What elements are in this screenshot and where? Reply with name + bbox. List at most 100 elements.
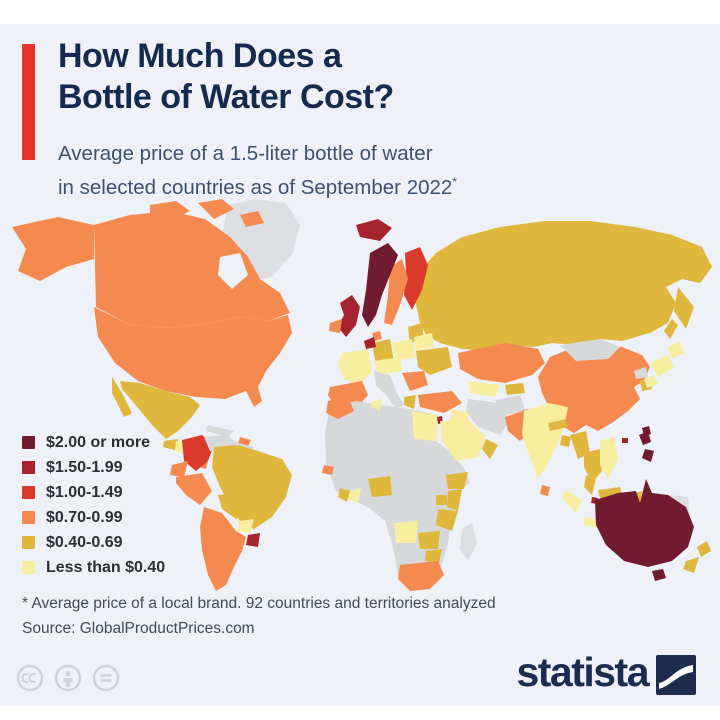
footnotes: * Average price of a local brand. 92 cou… — [22, 591, 496, 641]
map-region-russia — [414, 221, 712, 351]
title-line-1: How Much Does a — [58, 37, 342, 75]
page-title: How Much Does a Bottle of Water Cost? — [58, 36, 394, 118]
map-region-alaska — [12, 217, 94, 281]
license-icons — [16, 664, 120, 692]
map-region-belarus — [414, 333, 434, 351]
map-region-zambia — [418, 531, 440, 549]
map-region-sri-lanka — [540, 485, 550, 496]
map-region-north-korea — [634, 367, 648, 379]
map-region-finland — [404, 247, 428, 310]
map-region-saudi-arabia — [440, 419, 486, 461]
map-region-tanzania — [436, 509, 458, 531]
map-region-thailand — [584, 449, 602, 483]
map-region-france — [338, 349, 372, 385]
map-region-united-kingdom — [338, 295, 360, 337]
map-region-central-europe — [374, 357, 402, 375]
map-region-ethiopia — [446, 472, 468, 489]
legend-swatch — [22, 486, 35, 499]
map-region-japan — [644, 341, 684, 388]
legend-item: Less than $0.40 — [22, 555, 165, 580]
footnote-marker: * — [452, 175, 457, 189]
map-region-romania-balkans — [402, 371, 428, 391]
map-region-new-zealand — [683, 541, 711, 573]
map-region-sumatra — [562, 490, 582, 513]
map-region-iran — [466, 399, 510, 435]
legend-item: $1.00-1.49 — [22, 480, 165, 505]
map-region-kazakhstan — [458, 343, 545, 383]
map-region-mexico — [112, 377, 200, 439]
map-region-cuba — [206, 425, 234, 437]
legend-item: $0.40-0.69 — [22, 530, 165, 555]
map-region-south-africa — [398, 561, 444, 591]
map-region-madagascar — [460, 523, 477, 561]
map-region-canada — [94, 211, 290, 328]
map-region-afghanistan — [495, 395, 526, 415]
map-region-uzbekistan — [468, 381, 500, 397]
statista-wordmark: statista — [516, 649, 649, 695]
map-region-usa — [94, 307, 292, 407]
map-region-vietnam — [600, 437, 618, 479]
legend-label: $2.00 or more — [46, 433, 151, 451]
map-region-oman-uae — [482, 439, 498, 459]
attribution-person-icon — [54, 664, 82, 692]
map-region-ukraine — [416, 347, 452, 375]
statista-logo-icon — [656, 654, 696, 695]
title-line-2: Bottle of Water Cost? — [58, 78, 394, 116]
map-region-iceland — [356, 219, 392, 241]
map-region-mongolia — [560, 339, 620, 361]
legend-swatch — [22, 436, 35, 449]
no-derivatives-equals-icon — [92, 664, 120, 692]
map-region-nepal — [548, 419, 568, 431]
map-region-paraguay — [238, 519, 254, 533]
map-region-kenya — [447, 489, 462, 511]
title-accent-bar — [22, 44, 35, 160]
map-region-philippines — [639, 431, 654, 462]
map-region-benelux — [364, 337, 376, 349]
map-region-germany — [372, 339, 394, 365]
map-region-myanmar — [570, 431, 590, 459]
map-region-sweden — [384, 259, 408, 325]
legend-swatch — [22, 511, 35, 524]
map-region-greece — [404, 395, 416, 409]
legend-item: $2.00 or more — [22, 430, 165, 455]
legend-swatch — [22, 461, 35, 474]
map-region-egypt — [412, 411, 438, 441]
map-region-canadian-arctic-islands — [150, 199, 264, 227]
map-legend: $2.00 or more $1.50-1.99 $1.00-1.49 $0.7… — [22, 430, 165, 580]
map-region-colombia — [182, 435, 214, 471]
map-region-ireland — [329, 319, 342, 333]
map-region-uganda — [436, 495, 447, 505]
legend-label: $0.40-0.69 — [46, 533, 123, 551]
map-region-malaysia — [584, 475, 596, 495]
map-region-angola — [394, 521, 418, 543]
world-map — [0, 195, 720, 595]
legend-item: $1.50-1.99 — [22, 455, 165, 480]
map-region-argentina-chile — [200, 507, 246, 591]
map-region-denmark — [372, 331, 382, 341]
map-region-guatemala — [163, 439, 178, 450]
footnote-text: * Average price of a local brand. 92 cou… — [22, 595, 496, 612]
map-region-bolivia — [218, 493, 250, 519]
map-region-peru — [176, 473, 212, 505]
legend-label: $1.50-1.99 — [46, 458, 123, 476]
map-region-kyrgyzstan-tajikistan — [505, 383, 525, 395]
map-region-hong-kong — [622, 438, 628, 443]
source-text: Source: GlobalProductPrices.com — [22, 620, 255, 637]
map-water-hudson-bay — [218, 253, 248, 289]
map-region-poland — [392, 339, 416, 361]
map-region-bangladesh — [560, 435, 571, 447]
map-region-senegal — [322, 465, 334, 475]
cc-icon — [16, 664, 44, 692]
map-region-ivory-coast — [338, 488, 350, 502]
map-region-zimbabwe — [425, 549, 442, 563]
legend-item: $0.70-0.99 — [22, 505, 165, 530]
map-region-morocco — [326, 397, 354, 419]
legend-label: $1.00-1.49 — [46, 483, 123, 501]
map-region-ghana — [348, 488, 361, 503]
map-region-australia — [595, 479, 694, 567]
map-region-uruguay — [246, 533, 260, 547]
statista-logo: statista — [516, 652, 696, 697]
legend-swatch — [22, 536, 35, 549]
map-region-norway — [362, 243, 398, 327]
legend-label: Less than $0.40 — [46, 558, 166, 576]
